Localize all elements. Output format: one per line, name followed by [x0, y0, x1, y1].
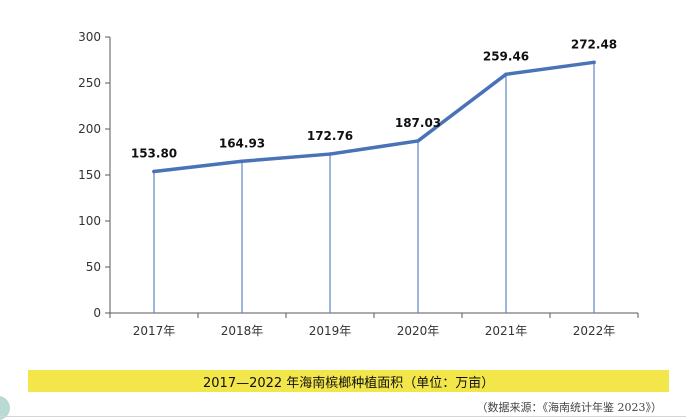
data-point	[504, 72, 508, 77]
x-tick-label: 2020年	[397, 324, 440, 338]
data-label: 153.80	[131, 147, 177, 161]
data-label: 164.93	[219, 136, 265, 150]
data-point	[328, 152, 332, 156]
x-tick-label: 2021年	[485, 324, 528, 338]
corner-decoration	[0, 396, 10, 420]
caption-bar: 2017—2022 年海南槟榔种植面积（单位：万亩）	[28, 370, 669, 392]
drop-lines	[153, 62, 595, 313]
x-tick-label: 2019年	[309, 324, 352, 338]
chart-axes: 0 50 100 150 200 250 300 2017年 2018年 2019年 2020年 20…	[78, 30, 639, 338]
data-label: 187.03	[395, 116, 441, 130]
data-point	[152, 169, 156, 174]
series-line	[152, 60, 596, 174]
x-tick-label: 2017年	[133, 324, 176, 338]
x-tick-label: 2022年	[573, 324, 616, 338]
line-chart: 0 50 100 150 200 250 300 2017年 2018年 2019年 2020年 20…	[78, 30, 639, 338]
y-tick-label: 200	[78, 122, 101, 136]
data-label: 272.48	[571, 37, 617, 51]
data-source-note: （数据来源：《海南统计年鉴 2023》）	[476, 401, 663, 414]
y-tick-label: 150	[78, 168, 101, 182]
data-label: 259.46	[483, 49, 529, 63]
data-series	[152, 60, 596, 174]
y-tick-label: 50	[86, 260, 101, 274]
x-tick-label: 2018年	[221, 324, 264, 338]
y-tick-label: 300	[78, 30, 101, 44]
data-point	[592, 60, 596, 65]
y-tick-label: 100	[78, 214, 101, 228]
data-point	[416, 139, 420, 143]
data-labels: 153.80 164.93 172.76 187.03 259.46 272.48	[131, 37, 617, 160]
y-tick-label: 250	[78, 76, 101, 90]
data-point	[240, 159, 244, 164]
data-label: 172.76	[307, 129, 353, 143]
chart-caption: 2017—2022 年海南槟榔种植面积（单位：万亩）	[203, 376, 495, 391]
y-tick-label: 0	[93, 306, 101, 320]
